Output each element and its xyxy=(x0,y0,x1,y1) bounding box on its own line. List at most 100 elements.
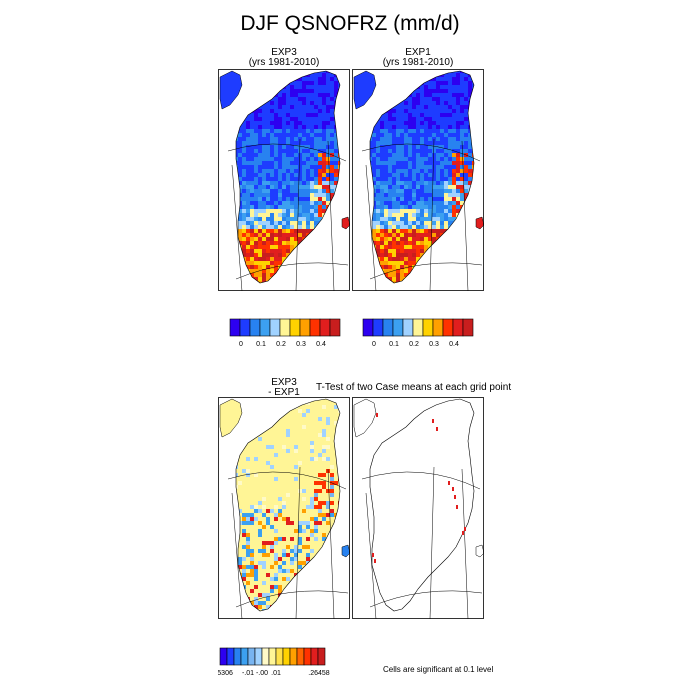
map-cell xyxy=(286,481,290,485)
map-cell xyxy=(298,417,302,421)
map-cell xyxy=(452,117,456,121)
map-cell xyxy=(286,97,290,101)
map-cell xyxy=(318,429,322,433)
map-cell xyxy=(302,97,306,101)
map-cell xyxy=(404,153,408,157)
map-cell xyxy=(236,149,238,153)
map-cell xyxy=(262,221,266,225)
map-cell xyxy=(460,129,464,133)
map-cell xyxy=(282,417,286,421)
map-cell xyxy=(266,205,270,209)
map-cell xyxy=(384,245,388,249)
map-cell xyxy=(444,213,448,217)
map-cell xyxy=(286,181,290,185)
map-cell xyxy=(222,141,226,145)
map-cell xyxy=(278,465,282,469)
map-cell xyxy=(428,257,432,261)
map-cell xyxy=(254,129,258,133)
map-cell xyxy=(322,157,326,161)
map-cell xyxy=(246,145,250,149)
map-cell xyxy=(274,181,278,185)
map-cell xyxy=(420,105,424,109)
map-cell xyxy=(468,281,472,283)
map-cell xyxy=(404,93,408,97)
map-cell xyxy=(310,401,314,405)
map-cell xyxy=(270,273,274,277)
map-cell xyxy=(278,505,282,509)
map-cell xyxy=(226,189,230,193)
map-cell xyxy=(306,461,310,465)
map-cell xyxy=(314,505,318,509)
map-cell xyxy=(408,217,412,221)
map-cell xyxy=(444,269,448,273)
map-cell xyxy=(444,77,448,81)
map-cell xyxy=(444,177,448,181)
map-cell xyxy=(236,157,238,161)
map-cell xyxy=(282,149,286,153)
map-cell xyxy=(250,117,254,121)
map-cell xyxy=(270,209,274,213)
map-cell xyxy=(388,265,392,269)
map-cell xyxy=(286,433,290,437)
map-cell xyxy=(472,105,474,109)
map-cell xyxy=(242,441,246,445)
map-cell xyxy=(326,461,330,465)
map-cell xyxy=(254,157,258,161)
map-cell xyxy=(412,113,416,117)
map-cell xyxy=(222,157,226,161)
map-cell xyxy=(464,141,468,145)
map-cell xyxy=(262,85,266,89)
map-cell xyxy=(436,193,440,197)
map-cell xyxy=(388,121,392,125)
map-cell xyxy=(266,505,270,509)
map-cell xyxy=(282,409,286,413)
map-cell xyxy=(258,441,262,445)
map-cell xyxy=(306,77,310,81)
map-cell xyxy=(360,245,364,249)
map-cell xyxy=(408,101,412,105)
map-cell xyxy=(330,157,334,161)
map-cell xyxy=(326,257,330,261)
map-cell xyxy=(278,213,282,217)
map-cell xyxy=(372,209,376,213)
map-cell xyxy=(436,185,440,189)
map-cell xyxy=(302,241,306,245)
map-cell xyxy=(282,497,286,501)
map-cell xyxy=(338,449,340,453)
map-cell xyxy=(282,229,286,233)
map-cell xyxy=(424,145,428,149)
map-cell xyxy=(238,161,242,165)
map-cell xyxy=(370,177,372,181)
map-cell xyxy=(258,169,262,173)
map-cell xyxy=(246,153,250,157)
map-cell xyxy=(302,217,306,221)
map-cell xyxy=(408,221,412,225)
map-cell xyxy=(306,437,310,441)
map-cell xyxy=(310,473,314,477)
map-cell xyxy=(440,105,444,109)
panel-title-ttest: T-Test of two Case means at each grid po… xyxy=(316,382,512,393)
map-cell xyxy=(226,129,230,133)
map-cell xyxy=(326,477,330,481)
map-cell xyxy=(404,237,408,241)
map-cell xyxy=(342,185,346,189)
map-cell xyxy=(456,225,460,229)
map-cell xyxy=(238,129,242,133)
map-cell xyxy=(258,141,262,145)
map-cell xyxy=(448,201,452,205)
map-cell xyxy=(222,501,226,505)
map-cell xyxy=(270,169,274,173)
map-cell xyxy=(286,437,290,441)
map-cell xyxy=(404,109,408,113)
map-cell xyxy=(420,97,424,101)
map-cell xyxy=(338,105,340,109)
map-cell xyxy=(302,233,306,237)
map-cell xyxy=(326,137,330,141)
map-cell xyxy=(294,525,298,529)
map-cell xyxy=(306,441,310,445)
map-cell xyxy=(238,213,242,217)
map-cell xyxy=(302,285,306,289)
map-cell xyxy=(330,501,334,505)
map-cell xyxy=(290,285,294,289)
map-cell xyxy=(412,169,416,173)
